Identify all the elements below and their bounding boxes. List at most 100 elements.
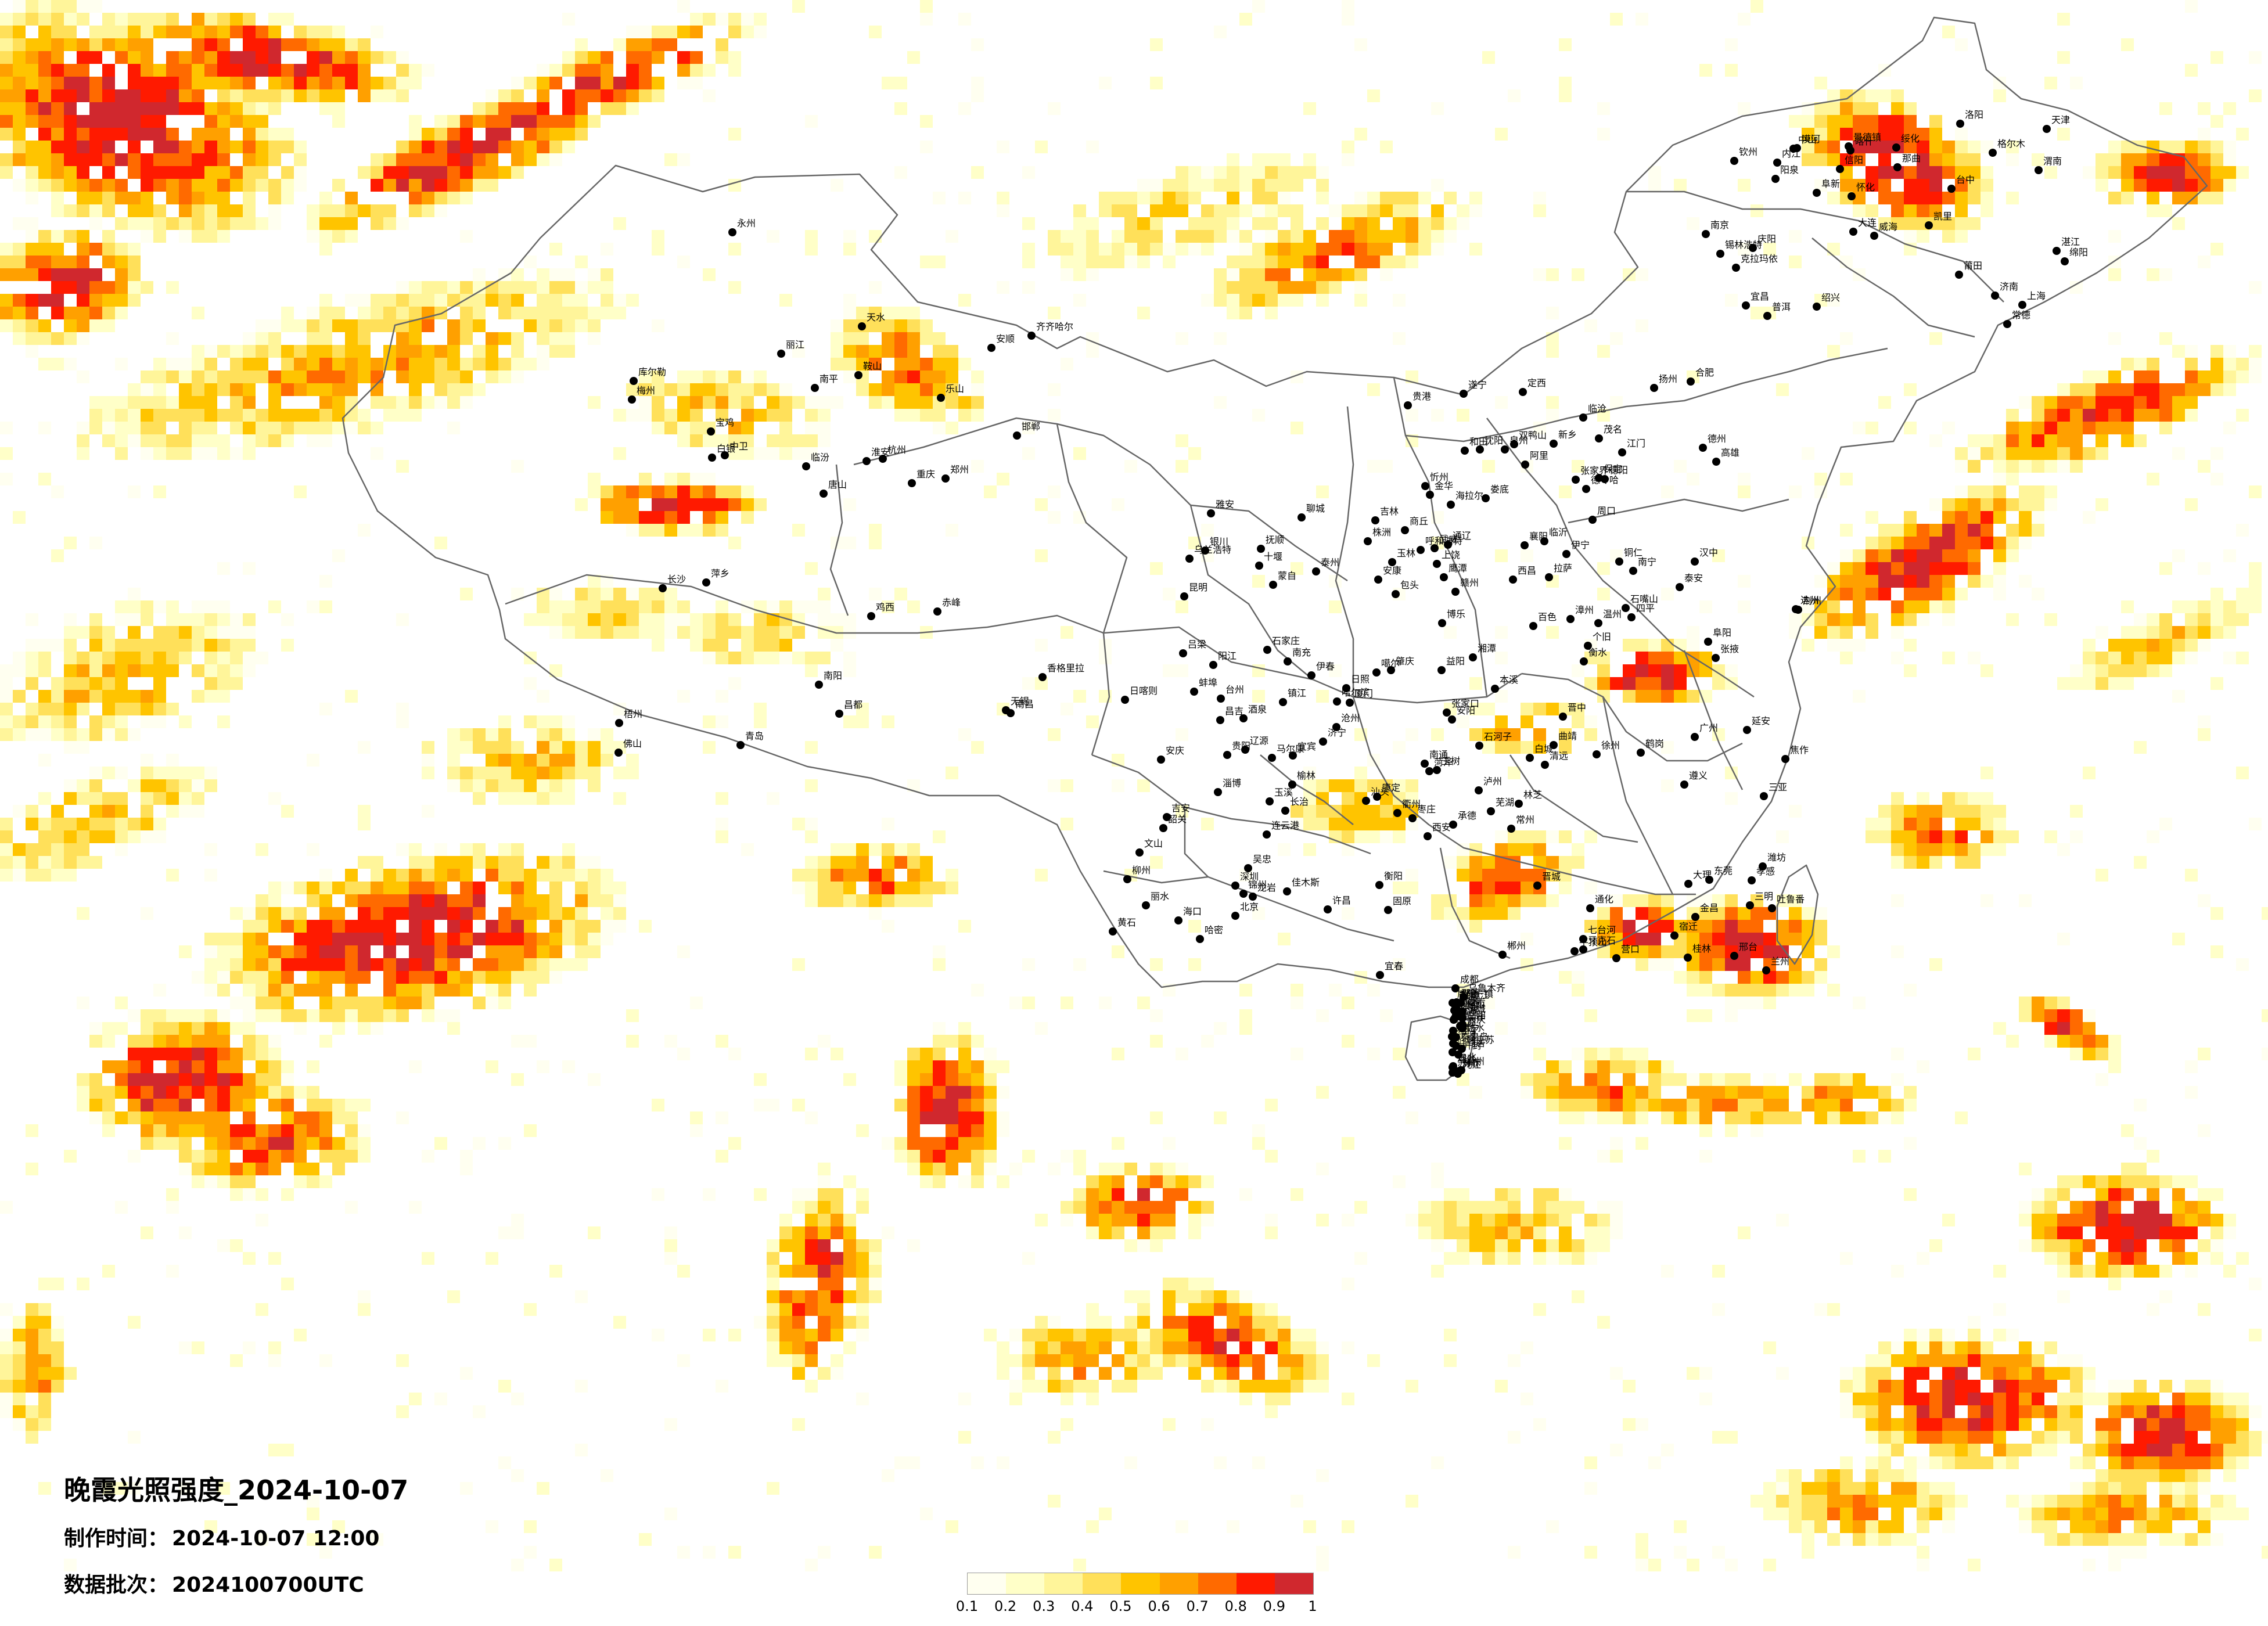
city-dot	[1892, 143, 1900, 152]
city-label: 那曲	[1902, 153, 1921, 164]
city-marker: 石嘴山	[1622, 593, 1658, 612]
city-dot	[1595, 434, 1603, 443]
city-dot	[1699, 444, 1707, 452]
city-label: 徐州	[1601, 740, 1620, 751]
city-marker: 南京	[1702, 220, 1729, 238]
city-label: 连云港	[1271, 820, 1299, 831]
city-marker: 中山	[1789, 134, 1817, 153]
city-label: 常德	[2012, 310, 2030, 321]
city-label: 武威	[1439, 534, 1458, 545]
city-label: 九江	[1462, 1059, 1481, 1070]
legend-ticks: 0.1 0.2 0.3 0.4 0.5 0.6 0.7 0.8 0.9 1	[955, 1598, 1327, 1616]
city-dot	[1627, 613, 1636, 621]
city-label: 沧州	[1341, 713, 1360, 724]
city-marker: 漳州	[1566, 605, 1594, 623]
city-label: 承德	[1458, 810, 1476, 821]
city-label: 阳泉	[1780, 164, 1799, 175]
city-label: 荆州	[1803, 595, 1821, 606]
city-dot	[1637, 749, 1645, 757]
city-marker: 昌吉	[1216, 706, 1243, 724]
city-label: 沈阳	[1485, 435, 1503, 446]
city-dot	[820, 490, 828, 498]
city-label: 大理	[1693, 869, 1712, 880]
city-dot	[614, 749, 623, 757]
city-label: 威海	[1879, 221, 1897, 232]
city-dot	[815, 681, 823, 689]
city-dot	[1691, 913, 1699, 921]
city-dot	[1730, 952, 1738, 960]
city-dot	[1458, 1009, 1466, 1017]
city-label: 泉州	[1509, 435, 1528, 446]
city-dot	[1704, 638, 1712, 646]
city-dot	[1174, 916, 1182, 924]
city-dot	[1460, 390, 1468, 398]
city-marker: 宜宾	[1289, 741, 1316, 760]
city-label: 丹东	[1462, 1057, 1481, 1068]
city-label: 保定	[1604, 463, 1622, 474]
city-dot	[1190, 688, 1198, 696]
city-dot	[933, 607, 941, 616]
city-dot	[1451, 588, 1460, 596]
city-label: 鹤岗	[1645, 738, 1664, 749]
city-dot	[1762, 966, 1770, 974]
production-time-label: 制作时间：	[64, 1527, 169, 1551]
city-marker: 丽江	[777, 339, 804, 358]
city-label: 襄阳	[1529, 531, 1548, 542]
city-dot	[1684, 954, 1692, 962]
city-dot	[1579, 945, 1587, 954]
city-dot	[728, 228, 736, 236]
city-marker: 许昌	[1324, 895, 1351, 913]
legend-swatch	[1236, 1573, 1275, 1594]
city-dot	[1509, 575, 1517, 584]
city-dot	[1241, 746, 1249, 754]
city-marker: 大理	[1684, 869, 1712, 888]
city-label: 泰州	[1321, 557, 1339, 568]
city-marker: 台北	[1449, 1052, 1476, 1070]
city-marker: 天水	[858, 312, 885, 330]
city-label: 伊宁	[1571, 539, 1590, 551]
city-dot	[1550, 440, 1558, 448]
city-dot	[1870, 232, 1878, 240]
city-label: 八一镇	[1465, 988, 1493, 999]
city-dot	[1217, 695, 1225, 703]
city-label: 昆明	[1189, 582, 1207, 593]
city-label: 曲靖	[1558, 731, 1577, 742]
city-marker: 承德	[1449, 810, 1476, 829]
city-label: 大连	[1858, 217, 1877, 228]
city-marker: 普洱	[1763, 301, 1791, 320]
city-marker: 徐州	[1593, 740, 1620, 758]
city-label: 宝鸡	[716, 417, 734, 428]
city-dot	[2053, 247, 2061, 255]
city-marker: 周口	[1588, 505, 1616, 524]
city-label: 衡阳	[1384, 870, 1403, 882]
city-label: 柳州	[1132, 865, 1151, 876]
city-dot	[1759, 862, 1767, 870]
city-label: 益阳	[1446, 656, 1465, 667]
city-dot	[1562, 550, 1570, 558]
city-dot	[1789, 145, 1798, 153]
city-dot	[1469, 653, 1477, 661]
city-label: 德州	[1708, 433, 1726, 444]
city-dot	[1545, 573, 1553, 581]
city-label: 衢州	[1402, 798, 1421, 810]
city-dot	[1443, 708, 1451, 717]
city-marker: 梅州	[628, 385, 655, 404]
city-label: 酒泉	[1248, 704, 1267, 715]
city-label: 邯郸	[1022, 421, 1040, 432]
city-label: 蒙自	[1278, 570, 1296, 581]
city-label: 孝感	[1756, 866, 1775, 877]
city-label: 泸州	[1483, 776, 1502, 787]
city-marker: 乐山	[937, 383, 964, 402]
city-dot	[811, 384, 819, 392]
city-label: 玉林	[1397, 548, 1415, 559]
city-marker: 三明	[1746, 891, 1773, 909]
map-title: 晚霞光照强度_2024-10-07	[64, 1474, 409, 1506]
city-label: 衡水	[1588, 647, 1607, 658]
city-dot	[1438, 619, 1446, 627]
city-label: 临汾	[811, 452, 829, 463]
legend-tick-label: 0.2	[994, 1598, 1017, 1614]
city-label: 绥化	[1901, 133, 1920, 144]
city-dot	[1566, 615, 1575, 623]
city-label: 张家界	[1580, 465, 1608, 476]
city-label: 南阳	[824, 670, 842, 681]
